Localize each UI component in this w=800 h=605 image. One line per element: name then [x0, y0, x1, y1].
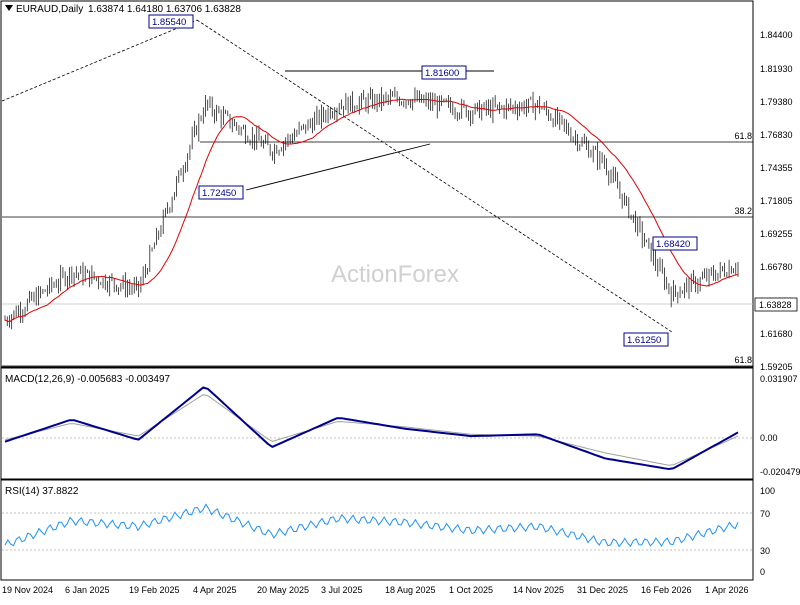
annotation-high-1: 1.85540 [152, 17, 186, 28]
rsi-tick: 30 [760, 546, 770, 556]
rsi-label: RSI(14) 37.8822 [5, 486, 79, 497]
price-tick: 1.71805 [760, 196, 793, 206]
collapse-arrow-icon[interactable] [5, 5, 13, 11]
macd-tick: 0.031907 [760, 374, 798, 384]
annotation-high-2: 1.81600 [425, 68, 459, 79]
macd-label: MACD(12,26,9) -0.005683 -0.003497 [5, 374, 171, 385]
price-tick: 1.81930 [760, 64, 793, 74]
rsi-tick: 70 [760, 509, 770, 519]
rsi-line [4, 503, 739, 548]
header: EURAUD,Daily 1.63874 1.64180 1.63706 1.6… [5, 4, 241, 15]
price-tick: 1.59205 [760, 362, 793, 372]
price-annotations: 1.85540 1.81600 1.72450 1.68420 1.61250 [148, 14, 698, 347]
fib-label-61.8-lower: 61.8 [734, 355, 752, 365]
annotation-low-1: 1.72450 [202, 188, 236, 199]
symbol-label: EURAUD,Daily [16, 4, 83, 15]
rsi-tick: 100 [760, 486, 775, 496]
macd-tick: 0.00 [760, 433, 778, 443]
fib-label-61.8-upper: 61.8 [734, 131, 752, 141]
price-tick: 1.84400 [760, 30, 793, 40]
price-tick: 1.79380 [760, 97, 793, 107]
date-tick: 31 Dec 2025 [577, 585, 628, 595]
macd-tick: -0.020479 [760, 467, 800, 477]
price-tick: 1.61680 [760, 329, 793, 339]
rsi-panel-frame [0, 479, 754, 581]
price-tick: 1.74355 [760, 163, 793, 173]
watermark: ActionForex [331, 261, 459, 288]
date-tick: 19 Nov 2024 [2, 585, 53, 595]
annotation-high-3: 1.68420 [656, 239, 690, 250]
date-tick: 3 Jul 2025 [321, 585, 363, 595]
price-tick: 1.69255 [760, 229, 793, 239]
annotation-box-high-1 [148, 14, 194, 29]
date-axis: 19 Nov 2024 6 Jan 2025 19 Feb 2025 4 Apr… [2, 585, 749, 595]
date-tick: 14 Nov 2025 [513, 585, 564, 595]
moving-average-line [4, 98, 739, 323]
annotation-low-2: 1.61250 [627, 335, 661, 346]
current-price-label: 1.63828 [759, 300, 792, 310]
price-panel-frame [0, 0, 754, 368]
annotation-box-high-3 [652, 236, 698, 251]
annotation-box-low-2 [623, 332, 669, 347]
date-tick: 1 Apr 2026 [705, 585, 749, 595]
date-tick: 4 Apr 2025 [193, 585, 237, 595]
price-tick: 1.66780 [760, 262, 793, 272]
current-price-box [754, 297, 798, 312]
date-tick: 19 Feb 2025 [129, 585, 180, 595]
annotation-box-low-1 [198, 185, 244, 200]
trendline-support [245, 143, 431, 191]
date-tick: 20 May 2025 [257, 585, 309, 595]
rsi-tick: 0 [760, 567, 765, 577]
date-tick: 1 Oct 2025 [449, 585, 493, 595]
date-tick: 16 Feb 2026 [641, 585, 692, 595]
price-tick: 1.76830 [760, 130, 793, 140]
fib-label-38.2: 38.2 [734, 206, 752, 216]
trendline-dashed-up [1, 19, 198, 102]
annotation-box-high-2 [421, 65, 467, 80]
ohlc-readout: 1.63874 1.64180 1.63706 1.63828 [88, 4, 241, 15]
date-tick: 18 Aug 2025 [385, 585, 436, 595]
macd-line [4, 386, 739, 471]
macd-panel-frame [0, 367, 754, 480]
date-tick: 6 Jan 2025 [65, 585, 110, 595]
